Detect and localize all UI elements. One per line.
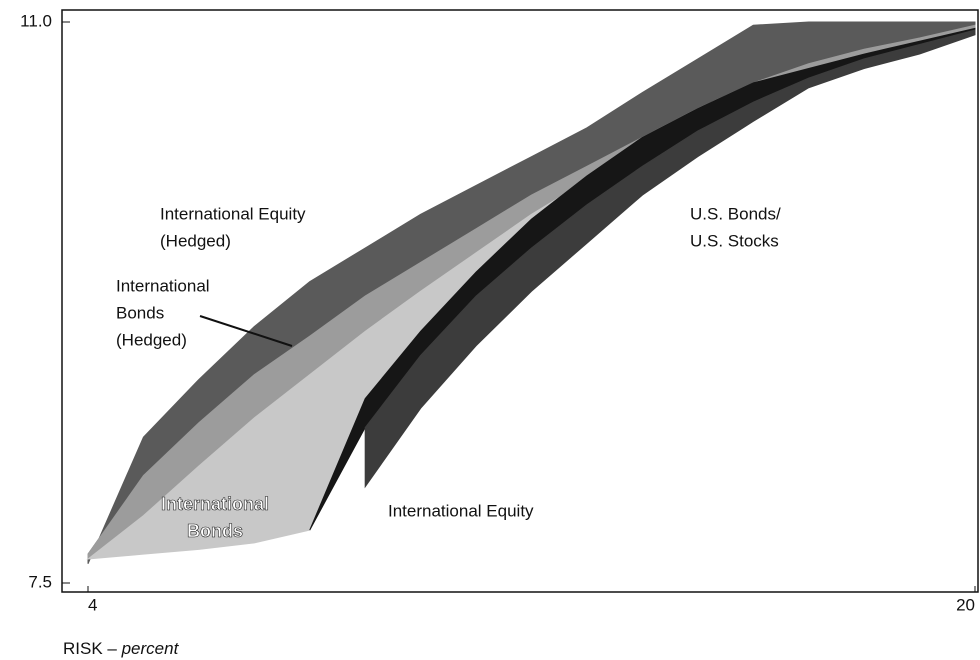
series-label: (Hedged) [160, 231, 231, 250]
series-label: (Hedged) [116, 330, 187, 349]
series-label: International [116, 276, 210, 295]
x-tick-label: 4 [88, 595, 97, 614]
y-tick-label: 11.0 [20, 11, 52, 30]
series-label: U.S. Stocks [690, 231, 779, 250]
series-label: Bonds [116, 303, 164, 322]
x-axis-label: RISK – percent [63, 639, 180, 658]
series-label: U.S. Bonds/ [690, 204, 781, 223]
series-label: International Equity [160, 204, 306, 223]
leader-line [199, 315, 293, 347]
band-area [364, 29, 976, 489]
series-label: Bonds [187, 521, 243, 541]
x-axis-label-unit: percent [121, 639, 180, 658]
series-label: International Equity [388, 501, 534, 520]
series-label: International [161, 494, 269, 514]
x-axis-label-main: RISK – [63, 639, 117, 658]
x-tick-label: 20 [956, 595, 975, 614]
y-tick-label: 7.5 [28, 572, 52, 591]
bands [86, 21, 976, 564]
